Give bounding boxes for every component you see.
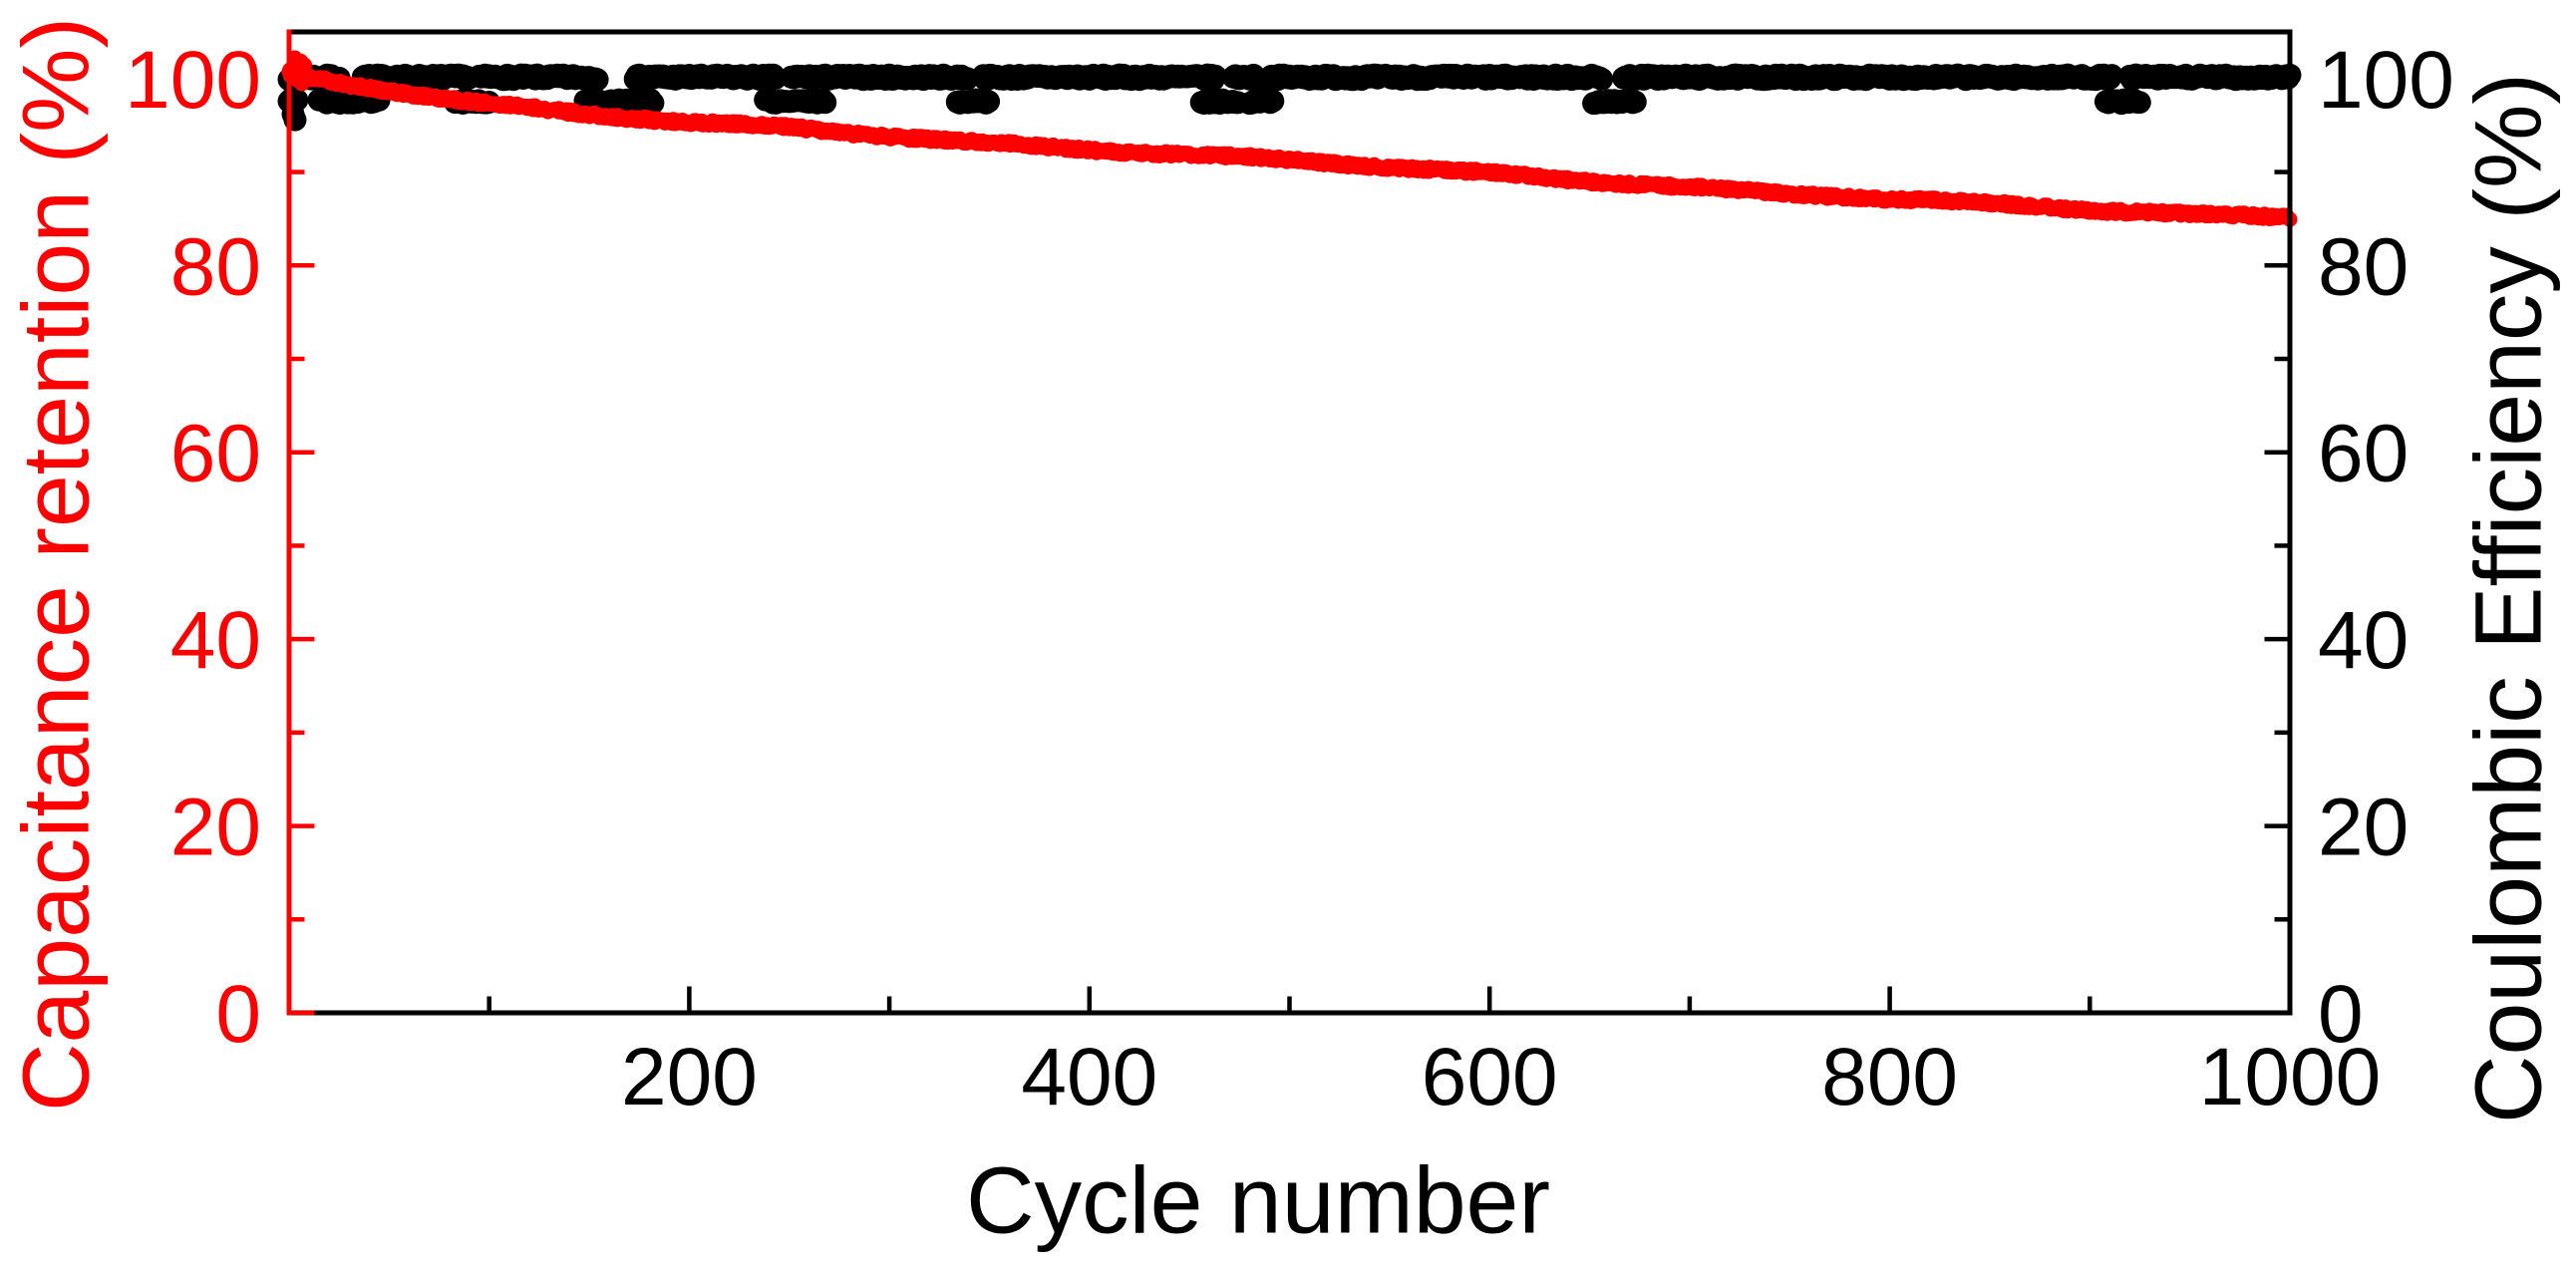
- data-point: [2099, 64, 2123, 88]
- data-point: [641, 91, 665, 115]
- data-point: [585, 68, 609, 92]
- data-point: [813, 91, 837, 115]
- y-left-tick-label: 80: [170, 221, 261, 312]
- data-point: [289, 53, 305, 69]
- y-right-tick-label: 40: [2318, 595, 2409, 686]
- right-axis-title: Coulombic Efficiency (%): [2455, 72, 2562, 1124]
- y-right-tick-label: 0: [2318, 969, 2364, 1060]
- data-point: [1590, 67, 1614, 91]
- left-axis-title: Capacitance retention (%): [3, 16, 110, 1113]
- x-tick-label: 600: [1422, 1032, 1558, 1122]
- x-tick-label: 800: [1821, 1032, 1958, 1122]
- left-spine: [286, 29, 292, 1016]
- data-point: [1261, 89, 1285, 113]
- data-point: [977, 90, 1001, 114]
- y-right-tick-label: 60: [2318, 409, 2409, 499]
- bottom-spine: [286, 1010, 2293, 1016]
- data-point: [295, 73, 311, 89]
- y-left-tick-label: 40: [170, 595, 261, 686]
- x-tick-label: 1000: [2199, 1032, 2381, 1122]
- x-tick-label: 200: [621, 1032, 758, 1122]
- y-left-tick-label: 0: [215, 969, 261, 1060]
- x-tick-label: 400: [1021, 1032, 1157, 1122]
- y-right-tick-label: 80: [2318, 221, 2409, 312]
- coulombic-efficiency-series: [277, 63, 2302, 132]
- right-spine: [2287, 29, 2293, 1016]
- data-point: [2127, 91, 2151, 115]
- axis-ticks: [290, 76, 2293, 1016]
- y-left-tick-label: 20: [170, 783, 261, 873]
- y-right-tick-label: 100: [2318, 35, 2454, 126]
- y-right-tick-label: 20: [2318, 783, 2409, 873]
- y-left-tick-label: 60: [170, 409, 261, 499]
- top-spine: [286, 29, 2293, 35]
- y-left-tick-label: 100: [125, 35, 261, 126]
- data-point: [1203, 64, 1227, 88]
- x-axis-title: Cycle number: [965, 1147, 1551, 1254]
- data-point: [1623, 90, 1647, 114]
